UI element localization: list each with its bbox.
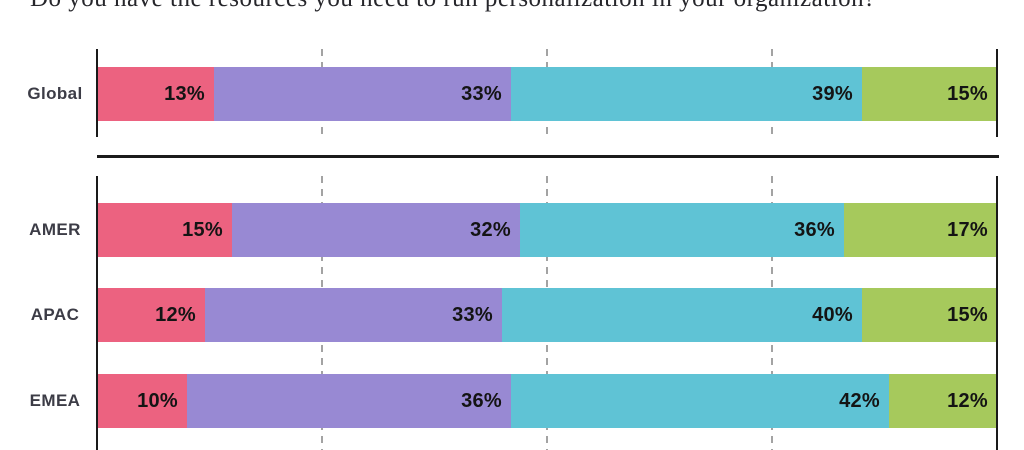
- bar-segment-series-2: 36%: [187, 374, 511, 428]
- segment-value-label: 36%: [794, 218, 835, 241]
- section-divider: [97, 155, 999, 158]
- segment-value-label: 39%: [812, 82, 853, 105]
- segment-value-label: 12%: [155, 303, 196, 326]
- bar-row: APAC 12% 33% 40% 15%: [0, 288, 1024, 342]
- segment-value-label: 15%: [947, 82, 988, 105]
- bar-segment-series-2: 33%: [214, 67, 511, 121]
- segment-value-label: 17%: [947, 218, 988, 241]
- right-axis-line: [996, 176, 998, 450]
- segment-value-label: 12%: [947, 389, 988, 412]
- segment-value-label: 32%: [470, 218, 511, 241]
- bar-segment-series-4: 17%: [844, 203, 997, 257]
- stacked-bar: 15% 32% 36% 17%: [97, 203, 997, 257]
- bar-segment-series-3: 39%: [511, 67, 862, 121]
- bar-segment-series-3: 42%: [511, 374, 889, 428]
- row-label: Global: [27, 84, 83, 103]
- bar-segment-series-4: 15%: [862, 288, 997, 342]
- bar-segment-series-3: 36%: [520, 203, 844, 257]
- bar-segment-series-3: 40%: [502, 288, 862, 342]
- left-axis-line: [96, 49, 98, 137]
- bar-segment-series-1: 13%: [97, 67, 214, 121]
- bar-segment-series-1: 15%: [97, 203, 232, 257]
- bar-segment-series-1: 10%: [97, 374, 187, 428]
- row-label: APAC: [30, 305, 80, 324]
- segment-value-label: 15%: [182, 218, 223, 241]
- bar-segment-series-4: 12%: [889, 374, 997, 428]
- segment-value-label: 40%: [812, 303, 853, 326]
- bar-segment-series-2: 32%: [232, 203, 520, 257]
- stacked-bar: 13% 33% 39% 15%: [97, 67, 997, 121]
- segment-value-label: 15%: [947, 303, 988, 326]
- bar-segment-series-4: 15%: [862, 67, 997, 121]
- left-axis-line: [96, 176, 98, 450]
- segment-value-label: 10%: [137, 389, 178, 412]
- segment-value-label: 36%: [461, 389, 502, 412]
- segment-value-label: 33%: [461, 82, 502, 105]
- bar-row: EMEA 10% 36% 42% 12%: [0, 374, 1024, 428]
- chart-title: Do you have the resources you need to ru…: [30, 0, 876, 11]
- stacked-bar: 10% 36% 42% 12%: [97, 374, 997, 428]
- segment-value-label: 13%: [164, 82, 205, 105]
- bar-segment-series-2: 33%: [205, 288, 502, 342]
- stacked-bar: 12% 33% 40% 15%: [97, 288, 997, 342]
- bar-row: AMER 15% 32% 36% 17%: [0, 203, 1024, 257]
- right-axis-line: [996, 49, 998, 137]
- segment-value-label: 42%: [839, 389, 880, 412]
- row-label: EMEA: [29, 391, 81, 410]
- row-label: AMER: [29, 220, 81, 239]
- bar-segment-series-1: 12%: [97, 288, 205, 342]
- segment-value-label: 33%: [452, 303, 493, 326]
- bar-row: Global 13% 33% 39% 15%: [0, 67, 1024, 121]
